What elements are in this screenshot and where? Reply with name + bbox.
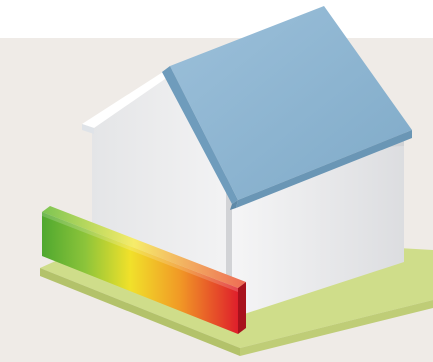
roof-plane xyxy=(170,6,412,200)
top-band xyxy=(0,0,433,38)
energy-rating-bar xyxy=(42,206,246,334)
roof xyxy=(82,6,412,210)
